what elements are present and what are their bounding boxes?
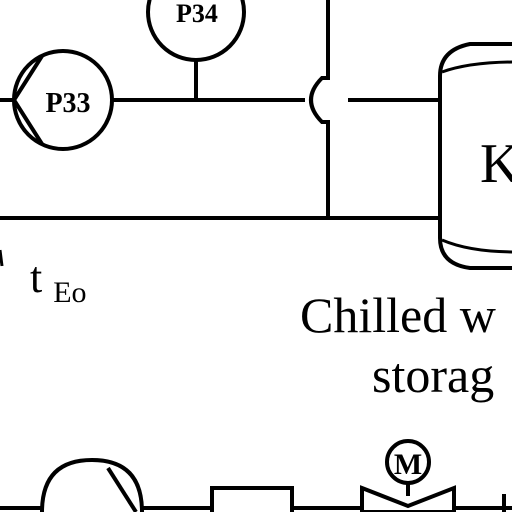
pipe-crossover-hop [309,0,330,218]
bottom-pump-direction-icon [106,466,138,512]
bottom-equipment-row: M [40,439,506,512]
pump-p34-label: P34 [176,0,218,28]
motor-icon [385,439,431,485]
storage-tank: K [438,42,512,270]
temperature-label-base: t [30,253,42,302]
temperature-label-subscript: Eo [53,276,86,309]
pump-p34-body [146,0,246,62]
temperature-label: t Eo [0,249,87,309]
pump-p33-label: P33 [45,88,90,119]
temperature-sensor-mark [0,249,4,267]
motor-label: M [394,448,422,481]
temperature-label-text: t Eo [30,253,87,309]
storage-tank-top-seam [441,60,512,74]
pump-p33-direction-icon [11,54,44,146]
storage-tank-body [438,42,512,270]
motorized-valve: M [360,439,456,512]
tank-caption-line1: Chilled w [300,287,496,343]
bottom-pump-body [40,457,144,512]
pump-p34: P34 [146,0,246,62]
tank-caption-line2: storag [372,347,494,403]
valve-block [210,486,294,512]
pump-p33: P33 [11,49,114,151]
storage-tank-label: K [480,133,512,195]
storage-tank-bottom-seam [441,238,512,254]
valve-bowtie-icon [360,485,456,512]
